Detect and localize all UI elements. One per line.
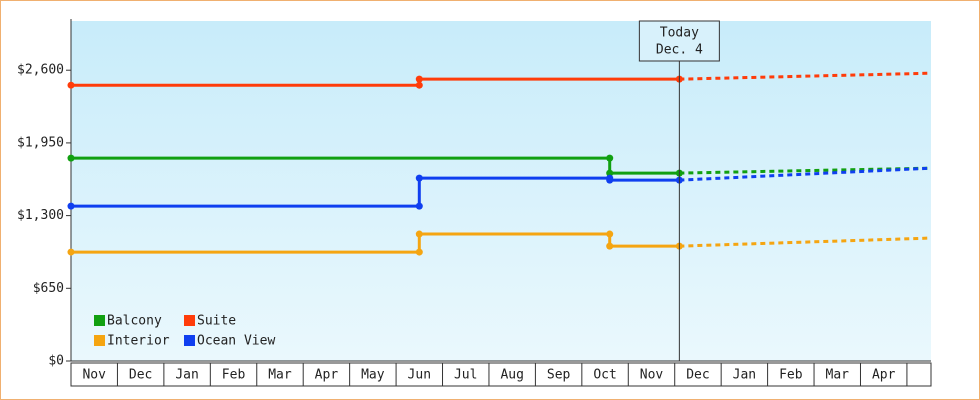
x-tick-label: Apr bbox=[315, 368, 339, 383]
forecast-line bbox=[679, 236, 931, 248]
x-tick-label: May bbox=[361, 368, 385, 383]
x-tick-label: Jan bbox=[175, 368, 198, 383]
today-box bbox=[638, 20, 720, 62]
forecast-line bbox=[679, 71, 931, 81]
legend-label: Ocean View bbox=[197, 334, 275, 349]
x-tick-label: Nov bbox=[82, 368, 106, 383]
x-tick-label: Jul bbox=[454, 368, 477, 383]
x-tick-label: Apr bbox=[872, 368, 896, 383]
price-line bbox=[71, 232, 680, 254]
y-tick-label: $1,950 bbox=[17, 135, 64, 150]
legend-label: Interior bbox=[107, 334, 170, 349]
x-tick-label: Mar bbox=[826, 368, 850, 383]
y-tick-label: $650 bbox=[33, 281, 64, 296]
legend-swatch bbox=[94, 335, 105, 346]
price-point bbox=[67, 81, 75, 89]
x-axis-strip bbox=[70, 362, 932, 387]
today-label: Today bbox=[660, 26, 699, 41]
price-point bbox=[67, 202, 75, 210]
price-point bbox=[415, 174, 423, 182]
x-tick-label: Mar bbox=[268, 368, 292, 383]
price-point bbox=[415, 81, 423, 89]
forecast-line bbox=[679, 166, 931, 182]
x-tick-label: Feb bbox=[222, 368, 246, 383]
y-tick-label: $1,300 bbox=[17, 208, 64, 223]
x-tick-label: Jun bbox=[408, 368, 431, 383]
x-tick-label: Sep bbox=[547, 368, 571, 383]
today-label: Dec. 4 bbox=[656, 43, 703, 58]
legend-label: Balcony bbox=[107, 314, 162, 329]
legend-label: Suite bbox=[197, 314, 236, 329]
y-tick-label: $2,600 bbox=[17, 63, 64, 78]
price-point bbox=[415, 75, 423, 83]
legend-swatch bbox=[94, 315, 105, 326]
price-point bbox=[606, 169, 614, 177]
x-tick-label: Aug bbox=[500, 368, 523, 383]
legend-swatch bbox=[184, 315, 195, 326]
x-tick-label: Jan bbox=[733, 368, 756, 383]
price-line bbox=[71, 176, 680, 208]
price-point bbox=[606, 230, 614, 238]
x-tick-label: Dec bbox=[686, 368, 709, 383]
x-tick-label: Nov bbox=[640, 368, 664, 383]
price-point bbox=[67, 154, 75, 162]
price-point bbox=[415, 230, 423, 238]
x-tick-label: Dec bbox=[129, 368, 152, 383]
price-point bbox=[415, 202, 423, 210]
plot-background bbox=[71, 21, 931, 361]
price-line bbox=[71, 156, 680, 175]
price-point bbox=[606, 242, 614, 250]
price-point bbox=[67, 248, 75, 256]
legend-swatch bbox=[184, 335, 195, 346]
price-point bbox=[606, 176, 614, 184]
x-tick-label: Feb bbox=[779, 368, 803, 383]
y-tick-label: $0 bbox=[48, 354, 64, 369]
price-point bbox=[606, 154, 614, 162]
price-point bbox=[415, 248, 423, 256]
x-tick-label: Oct bbox=[593, 368, 616, 383]
